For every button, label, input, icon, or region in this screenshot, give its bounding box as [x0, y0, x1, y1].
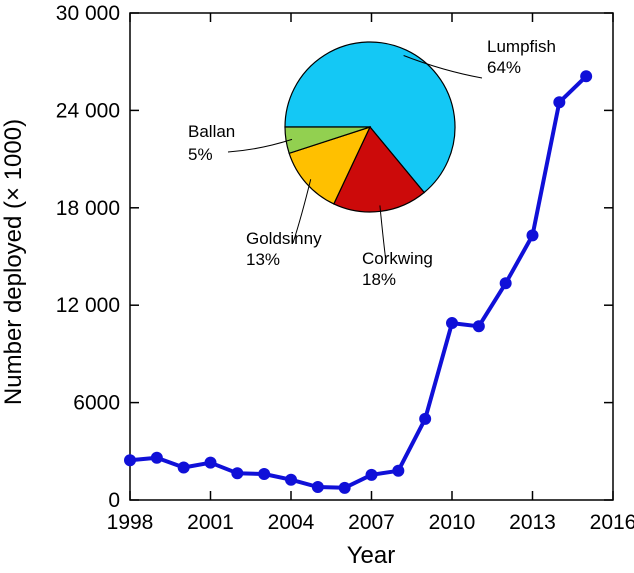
- pie-pct-ballan: 5%: [188, 145, 213, 164]
- data-point: [338, 481, 351, 494]
- pie-label-corkwing: Corkwing: [362, 249, 433, 268]
- pie-leader-lines: [227, 55, 483, 263]
- data-point: [124, 454, 136, 467]
- y-tick-label: 6000: [73, 392, 120, 415]
- series-points: [124, 70, 593, 494]
- x-axis-title: Year: [347, 542, 396, 569]
- y-tick-label: 24 000: [56, 99, 120, 122]
- pie-label-ballan: Ballan: [188, 122, 235, 141]
- data-point: [258, 468, 271, 481]
- pie-chart: [284, 41, 456, 213]
- leader-line-ballan: [227, 138, 293, 153]
- data-point: [580, 70, 593, 83]
- pie-label-lumpfish: Lumpfish: [487, 37, 556, 56]
- data-point: [204, 456, 217, 469]
- pie-pct-corkwing: 18%: [362, 270, 396, 289]
- axis-ticks: [129, 12, 614, 501]
- x-tick-label: 2016: [590, 511, 634, 534]
- pie-pct-goldsinny: 13%: [246, 250, 280, 269]
- y-tick-label: 18 000: [56, 197, 120, 220]
- axis-tick-labels: 1998 2001 2004 2007 2010 2013 2016 0 6000 12 000 1…: [56, 2, 634, 534]
- data-point: [446, 317, 458, 330]
- pie-label-goldsinny: Goldsinny: [246, 229, 322, 248]
- y-tick-label: 30 000: [56, 2, 120, 25]
- data-point: [311, 481, 324, 494]
- leader-line-corkwing: [379, 205, 387, 263]
- x-tick-label: 1998: [107, 511, 154, 534]
- data-point: [553, 96, 566, 109]
- y-tick-label: 0: [108, 489, 120, 512]
- pie-slice-lumpfish: [284, 41, 456, 194]
- leader-line-goldsinny: [292, 179, 312, 244]
- data-point: [472, 320, 485, 333]
- data-point: [365, 468, 378, 481]
- x-tick-label: 2013: [509, 511, 556, 534]
- leader-line-lumpfish: [403, 55, 483, 79]
- data-point: [499, 277, 512, 290]
- data-point: [392, 464, 405, 477]
- data-point: [419, 412, 432, 425]
- y-axis-title: Number deployed (× 1000): [0, 119, 27, 405]
- pie-slice-ballan: [284, 126, 371, 155]
- y-tick-label: 12 000: [56, 294, 120, 317]
- x-tick-label: 2010: [429, 511, 476, 534]
- x-tick-label: 2001: [187, 511, 234, 534]
- data-point: [526, 229, 539, 242]
- data-point: [150, 451, 163, 464]
- data-point: [285, 473, 297, 486]
- data-point: [231, 467, 244, 480]
- x-tick-label: 2007: [348, 511, 395, 534]
- x-tick-label: 2004: [268, 511, 315, 534]
- pie-pct-lumpfish: 64%: [487, 58, 521, 77]
- data-point: [177, 461, 190, 474]
